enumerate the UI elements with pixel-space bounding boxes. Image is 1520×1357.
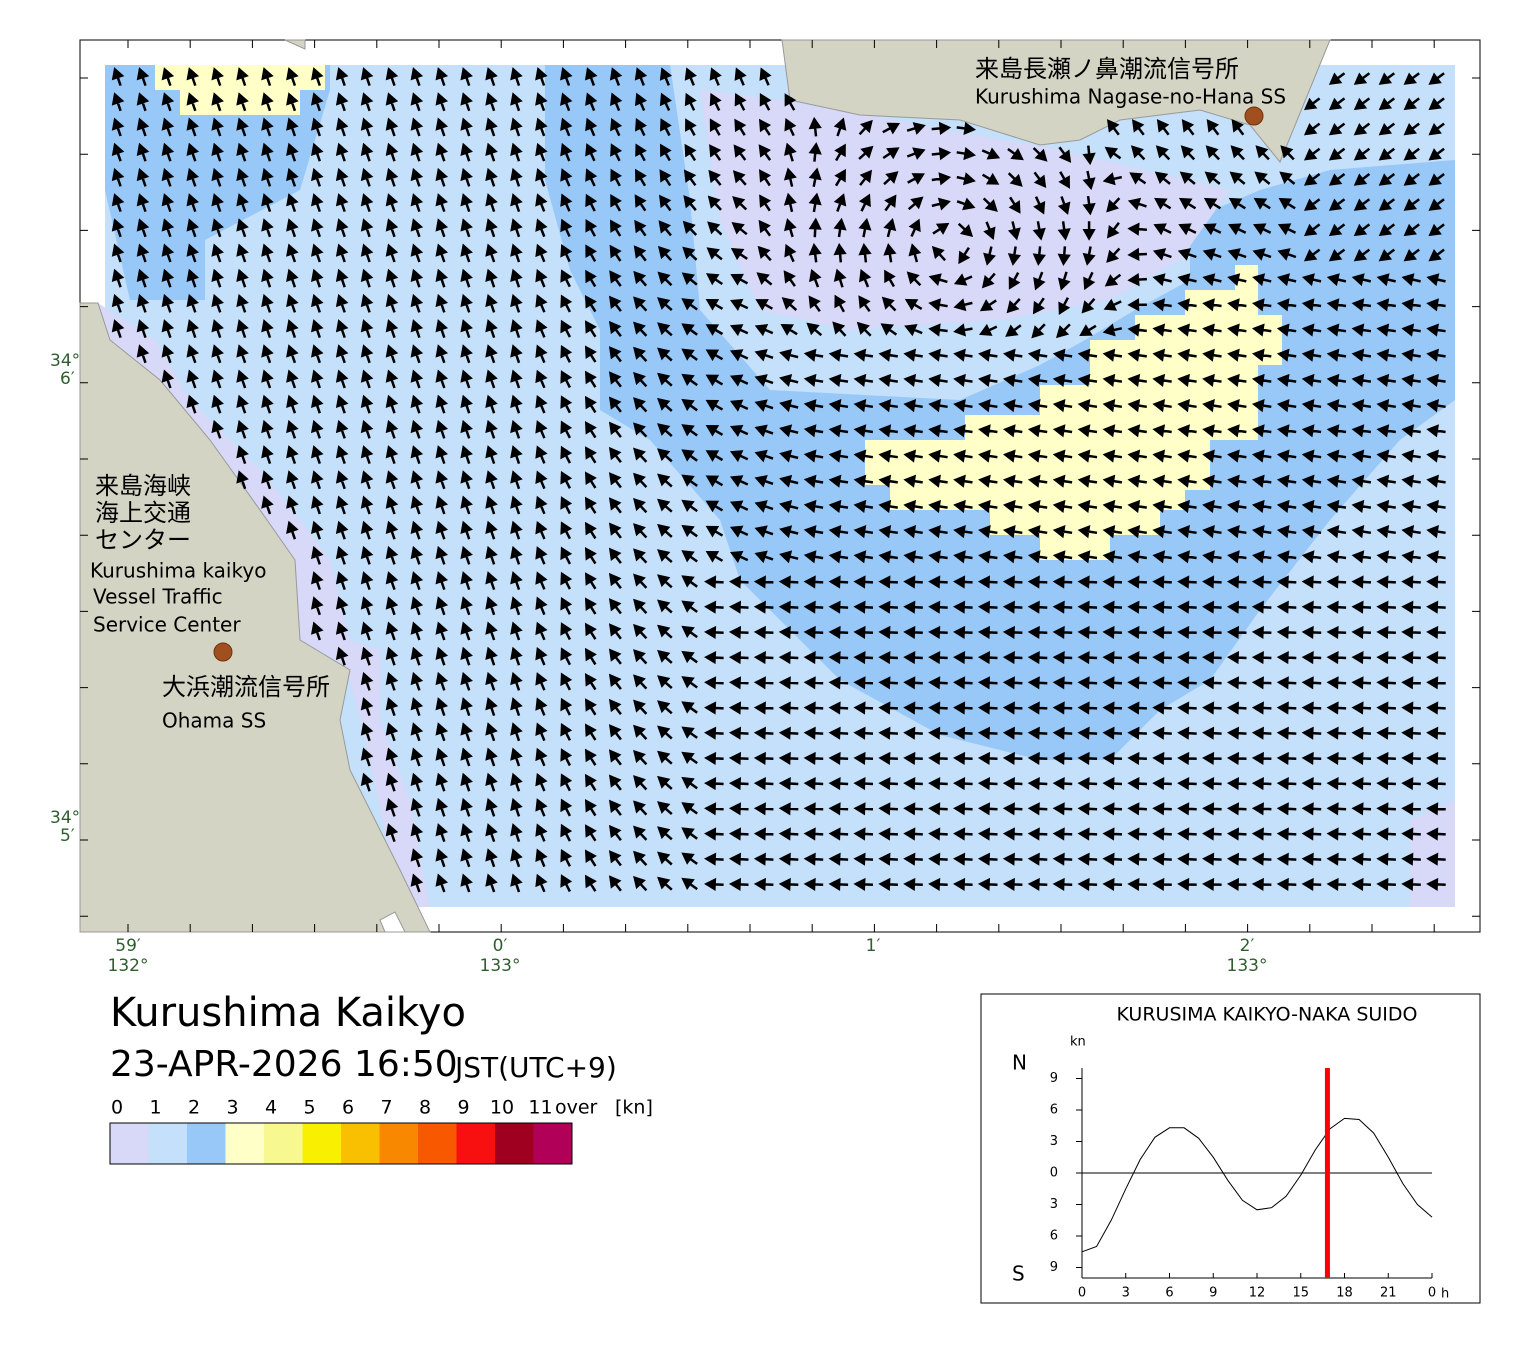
x-tick-label: 0 [1078,1286,1086,1301]
legend-swatch [148,1123,187,1164]
legend-swatch [302,1123,341,1164]
y-tick-label: 3 [1050,1197,1058,1212]
y-tick-label: 9 [1050,1260,1058,1275]
x-tick-label: 12 [1249,1286,1266,1301]
y-tick-label: 6 [1050,1103,1058,1118]
speed-zone [105,65,330,300]
speed-zone [98,303,430,907]
lat-label: 5′ [60,826,75,846]
y-top: N [1012,1051,1027,1075]
lon-label: 133° [480,956,521,976]
stations [213,106,1264,662]
map-label: 海上交通 [95,499,191,527]
station-marker [1244,106,1264,126]
tide-curve [1081,1117,1433,1253]
speed-zone [1410,800,1455,907]
legend-label: 10 [490,1097,514,1119]
x-tick-label: 21 [1380,1286,1397,1301]
x-tick-label: 6 [1165,1286,1173,1301]
map-title: Kurushima Kaikyo [110,990,466,1036]
current-arrows [111,67,1446,893]
datetime: 23-APR-2026 16:50 [110,1044,458,1085]
x-tick-label: 0 [1428,1286,1436,1301]
legend-label: 4 [265,1097,277,1119]
legend-swatch [264,1123,303,1164]
lat-label: 34° [50,351,80,371]
frame-ticks [80,40,1480,932]
lon-label: 59′ [115,936,141,956]
lon-label: 1′ [866,936,881,956]
legend-label: 2 [188,1097,200,1119]
y-unit: kn [1070,1035,1086,1050]
lon-label: 132° [108,956,149,976]
map-label: センター [95,526,191,554]
legend-label: 6 [342,1097,354,1119]
land-area [284,39,306,50]
map-label: Ohama SS [162,709,266,733]
legend-label: 7 [380,1097,392,1119]
y-bottom: S [1012,1262,1025,1286]
legend-swatch [418,1123,457,1164]
timezone: JST(UTC+9) [453,1051,617,1084]
station-marker [213,642,233,662]
legend-swatch [533,1123,572,1164]
y-tick-label: 6 [1050,1229,1058,1244]
legend-label: over [555,1097,598,1119]
legend-swatch [456,1123,495,1164]
legend-border [109,1122,573,1165]
legend-unit: [kn] [615,1097,653,1119]
lat-label: 34° [50,808,80,828]
legend-label: 11 [528,1097,552,1119]
map-label: Kurushima kaikyo [90,559,266,583]
x-tick-label: 15 [1292,1286,1309,1301]
chart-title: KURUSIMA KAIKYO-NAKA SUIDO [1116,1004,1417,1026]
legend-swatch [225,1123,264,1164]
legend-swatch [379,1123,418,1164]
speed-zone [700,90,1230,330]
y-tick-label: 9 [1050,1071,1058,1086]
speed-zone [545,65,1455,760]
x-tick-label: 18 [1336,1286,1353,1301]
legend-swatch [341,1123,380,1164]
legend-swatch [187,1123,226,1164]
x-unit: h [1441,1287,1449,1302]
lon-label: 133° [1227,956,1268,976]
map-label: Kurushima Nagase-no-Hana SS [975,85,1286,109]
y-tick-label: 3 [1050,1134,1058,1149]
legend-label: 5 [303,1097,315,1119]
legend-swatch [495,1123,534,1164]
map-label: Service Center [93,613,241,637]
lon-label: 2′ [1240,936,1255,956]
land-area [79,302,431,933]
speed-zone [865,265,1282,560]
y-tick-label: 0 [1050,1166,1058,1181]
land [79,39,1331,933]
tide-chart-frame [980,993,1481,1304]
legend-label: 1 [149,1097,161,1119]
land-area [781,39,1331,163]
legend-label: 0 [111,1097,123,1119]
x-tick-label: 9 [1209,1286,1217,1301]
lat-label: 6′ [60,369,75,389]
map-label: 大浜潮流信号所 [162,673,330,701]
pier [379,911,406,933]
map-label: 来島長瀬ノ鼻潮流信号所 [975,55,1239,83]
legend-label: 3 [226,1097,238,1119]
map-label: Vessel Traffic [93,585,223,609]
lon-label: 0′ [493,936,508,956]
legend-label: 9 [457,1097,469,1119]
speed-zone [155,65,325,115]
legend-swatch [110,1123,149,1164]
map-label: 来島海峡 [95,472,191,500]
x-tick-label: 3 [1122,1286,1130,1301]
legend-label: 8 [419,1097,431,1119]
